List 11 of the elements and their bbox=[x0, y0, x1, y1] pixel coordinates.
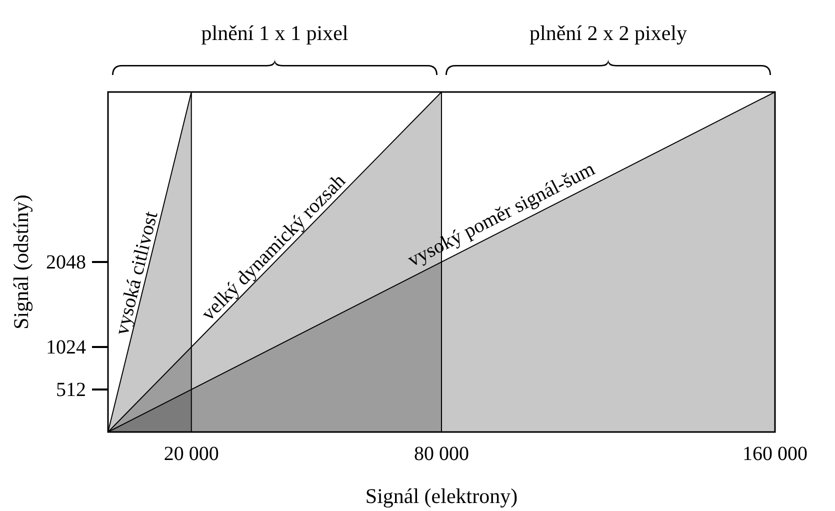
y-axis-title: Signál (odstíny) bbox=[9, 194, 33, 330]
x-axis-title: Signál (elektrony) bbox=[365, 484, 518, 508]
x-tick-label: 20 000 bbox=[164, 443, 219, 466]
x-tick-label: 160 000 bbox=[742, 443, 808, 466]
text: plnění 2 x 2 pixely bbox=[530, 21, 688, 45]
x-tick-label: 80 000 bbox=[414, 443, 469, 466]
y-tick-label: 512 bbox=[56, 378, 86, 401]
text: plnění 1 x 1 pixel bbox=[201, 21, 348, 45]
y-tick-label: 2048 bbox=[46, 251, 86, 274]
legend-label: vysoká citlivost bbox=[110, 208, 162, 338]
y-tick-label: 1024 bbox=[46, 336, 86, 358]
